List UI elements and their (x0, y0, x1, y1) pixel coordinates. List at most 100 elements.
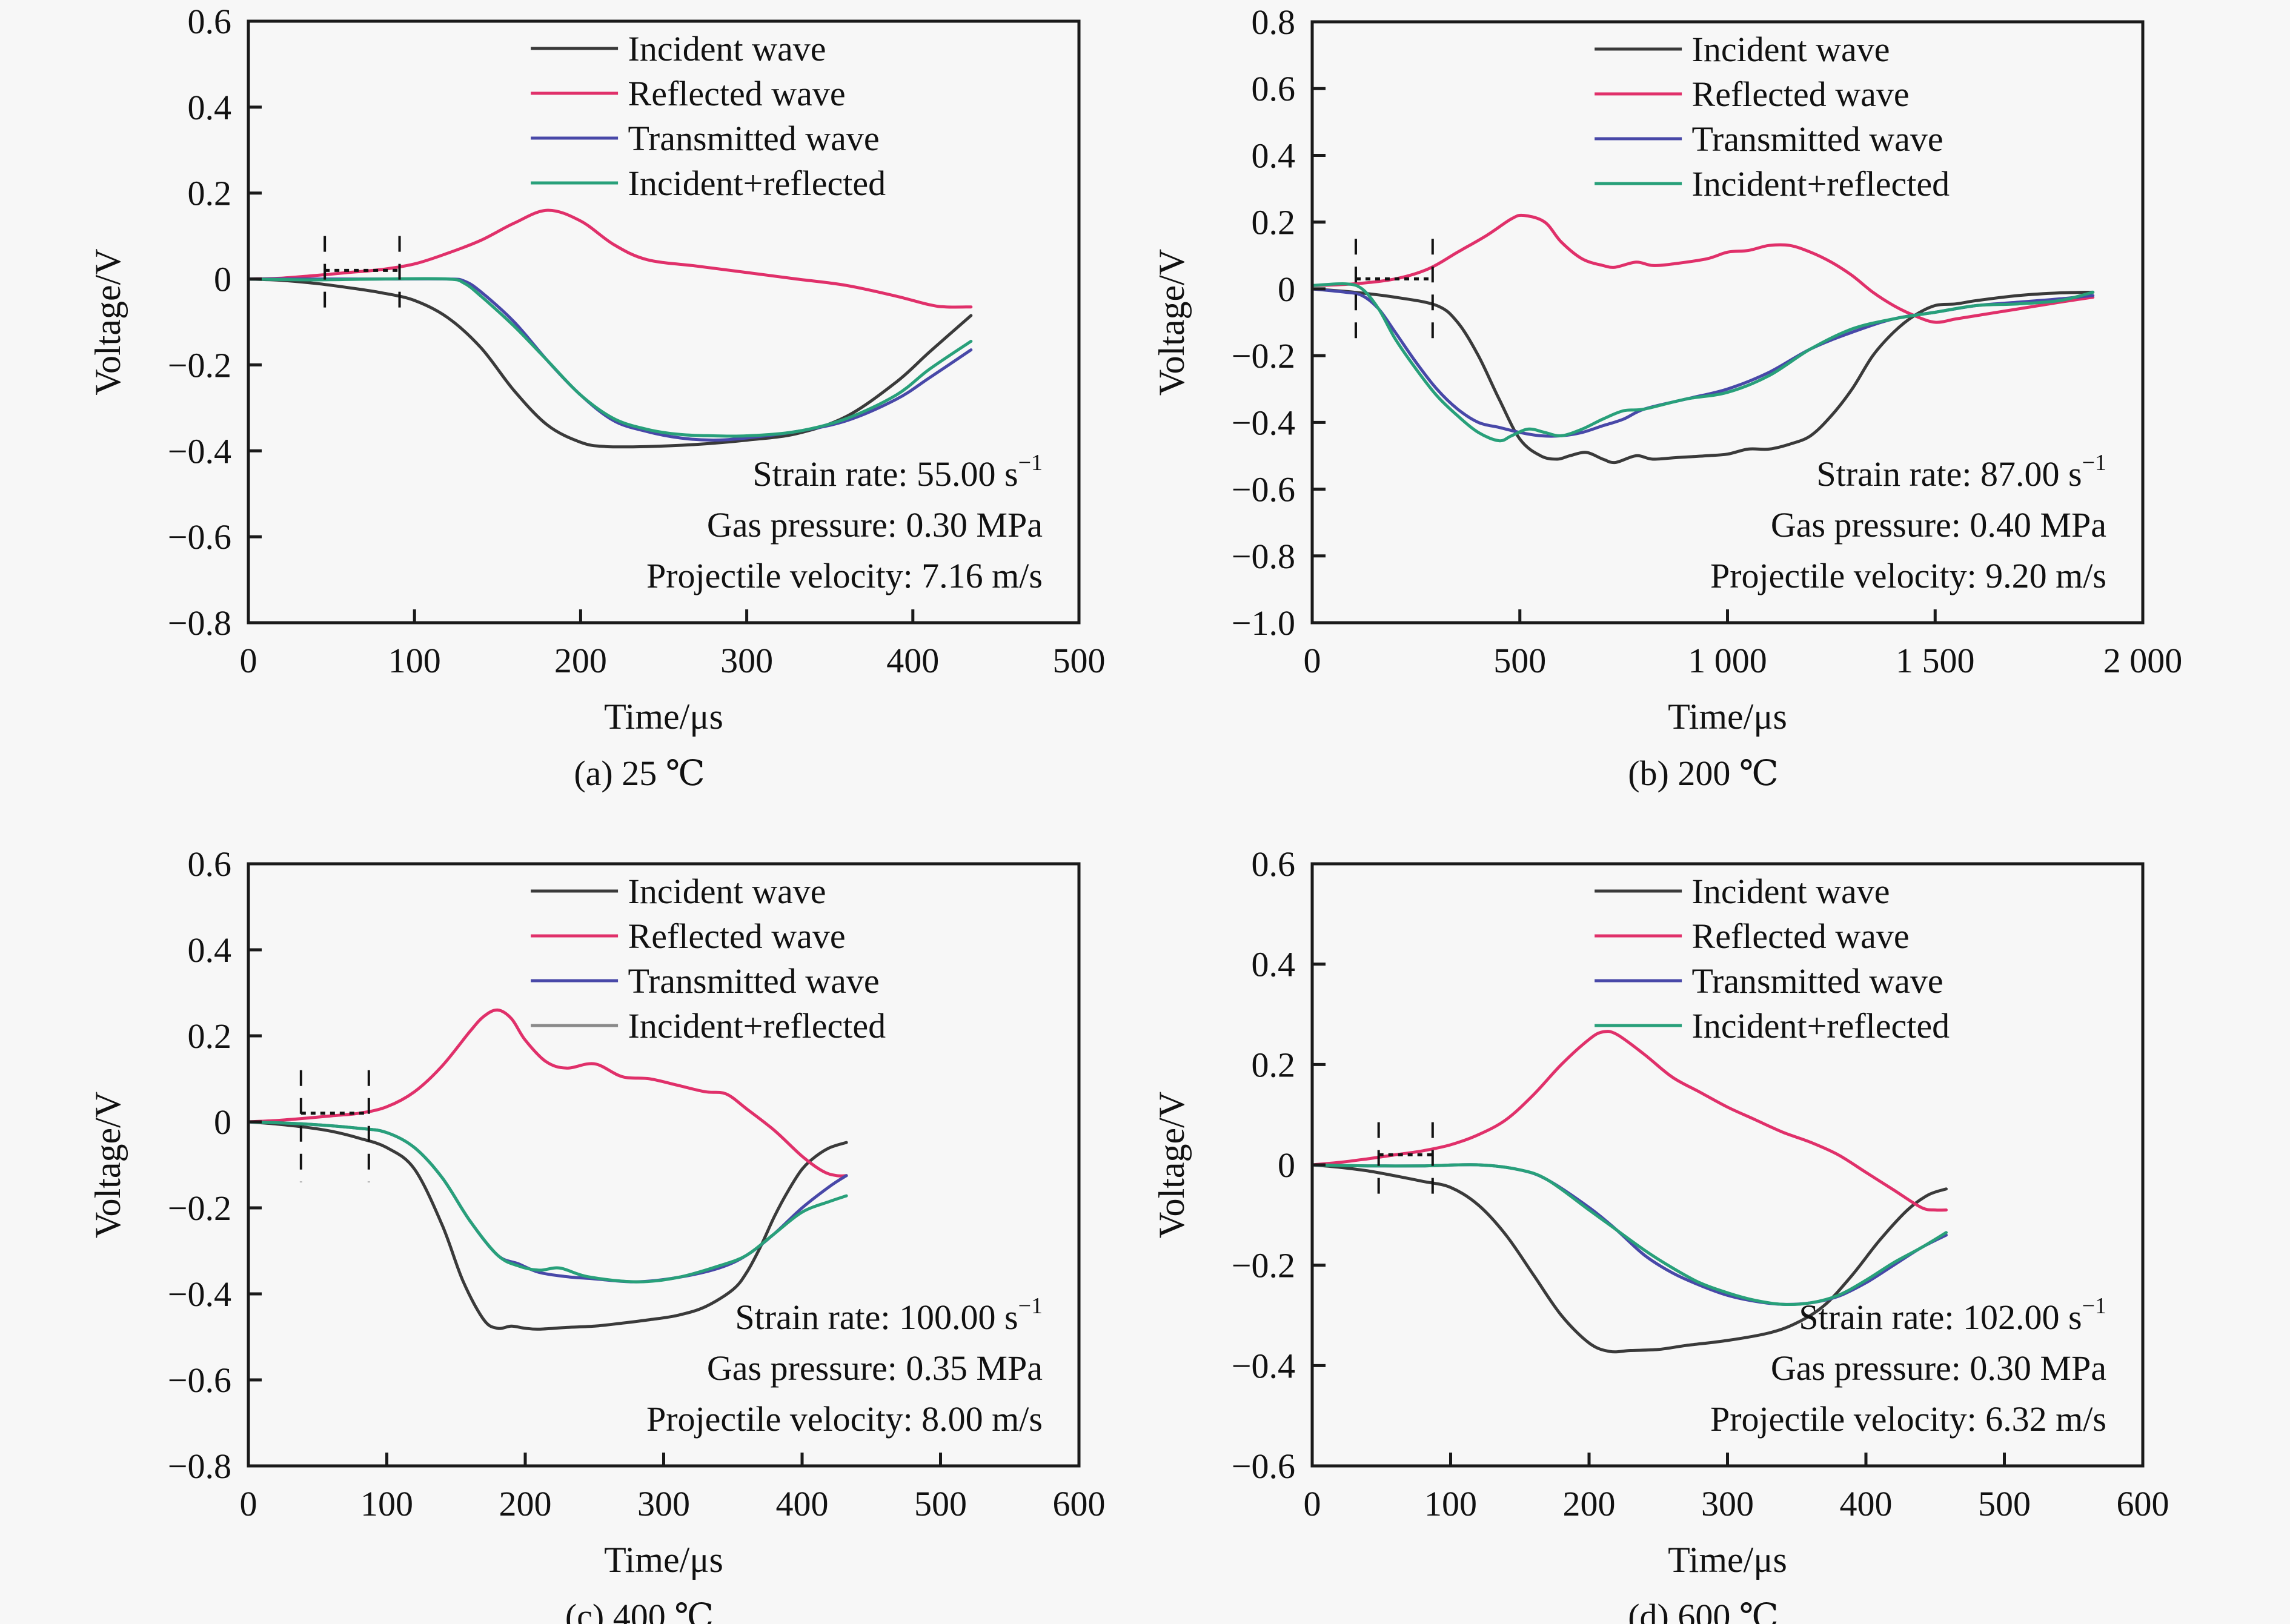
series-layer (1310, 1030, 1948, 1354)
legend-item: Reflected wave (531, 916, 846, 956)
x-axis-title: Time/μs (604, 697, 723, 737)
legend-label: Reflected wave (628, 74, 846, 113)
strain-rate-superscript: −1 (2082, 1293, 2106, 1319)
plot-frame (247, 19, 1081, 625)
strain-rate-superscript: −1 (1018, 1293, 1043, 1319)
annotation-projectile-velocity: Projectile velocity: 7.16 m/s (646, 556, 1043, 595)
annotation-gas-pressure: Gas pressure: 0.30 MPa (1771, 1348, 2106, 1388)
strain-rate-text: Strain rate: 87.00 s (1816, 454, 2082, 494)
y-axis-title: Voltage/V (1152, 1092, 1192, 1238)
annotation-projectile-velocity: Projectile velocity: 9.20 m/s (1710, 556, 2106, 595)
panel-a: 0 100 200 300 400 500 −0.8 −0.6 −0.4 −0.2 0 0.2 0.4 0… (88, 2, 1106, 793)
legend-item: Reflected wave (1595, 75, 1910, 114)
y-tick-label: −0.4 (168, 1274, 231, 1314)
strain-rate-superscript: −1 (1018, 450, 1043, 476)
x-tick-label: 2 000 (2103, 641, 2183, 680)
x-tick-label: 1 000 (1688, 641, 1767, 680)
x-tick-label: 500 (1053, 641, 1106, 680)
y-tick-label: 0.2 (188, 1016, 232, 1056)
legend: Incident wave Reflected wave Transmitted w… (1595, 30, 1950, 204)
y-tick-label: −0.4 (1232, 1346, 1295, 1385)
y-axis-title: Voltage/V (1152, 249, 1192, 396)
ticks-layer: 0 100 200 300 400 500 600 −0.6 −0.4 −0.2 0 0.2 0.4 0.… (1232, 844, 2169, 1523)
y-tick-label: −0.6 (1232, 1447, 1295, 1486)
x-tick-label: 0 (1304, 641, 1321, 680)
markers-layer (1377, 1122, 1434, 1200)
legend-label: Transmitted wave (628, 961, 880, 1001)
y-tick-label: 0.4 (1252, 136, 1296, 175)
y-tick-label: −1.0 (1232, 603, 1295, 643)
legend-item: Incident wave (531, 29, 826, 68)
legend-item: Incident wave (531, 872, 826, 911)
y-tick-label: −0.6 (1232, 470, 1295, 509)
series-line-incident-reflected (247, 277, 973, 438)
legend-item: Transmitted wave (1595, 119, 1943, 159)
legend-label: Incident wave (1692, 872, 1890, 911)
legend: Incident wave Reflected wave Transmitted w… (1595, 872, 1950, 1046)
legend-item: Reflected wave (1595, 916, 1910, 956)
legend-label: Reflected wave (628, 916, 846, 956)
legend-item: Incident+reflected (531, 1006, 886, 1046)
panel-caption: (c) 400 ℃ (565, 1597, 714, 1624)
y-tick-label: −0.2 (168, 1188, 231, 1228)
panel-caption: (d) 600 ℃ (1628, 1597, 1779, 1624)
y-tick-label: −0.8 (168, 1447, 231, 1486)
x-tick-label: 1 500 (1896, 641, 1975, 680)
markers-layer (324, 236, 401, 314)
series-line-incident-wave (247, 1120, 848, 1331)
annotation-strain-rate: Strain rate: 100.00 s−1 (735, 1293, 1043, 1337)
x-tick-label: 0 (1304, 1484, 1321, 1523)
y-tick-label: −0.2 (168, 345, 231, 385)
annotation-strain-rate: Strain rate: 87.00 s−1 (1816, 450, 2106, 494)
y-tick-label: 0.4 (1252, 945, 1296, 984)
y-tick-label: 0.2 (188, 174, 232, 213)
panel-caption: (a) 25 ℃ (574, 754, 705, 793)
annotation-projectile-velocity: Projectile velocity: 6.32 m/s (1710, 1399, 2106, 1439)
y-tick-label: −0.4 (168, 431, 231, 471)
legend-label: Incident wave (628, 872, 826, 911)
x-tick-label: 300 (637, 1484, 690, 1523)
annotation-gas-pressure: Gas pressure: 0.30 MPa (707, 505, 1043, 545)
annotation-gas-pressure: Gas pressure: 0.40 MPa (1771, 505, 2106, 545)
legend-label: Incident+reflected (1692, 164, 1950, 204)
y-tick-label: −0.4 (1232, 403, 1295, 442)
y-tick-label: −0.8 (168, 603, 231, 643)
legend-item: Incident+reflected (1595, 1006, 1950, 1046)
x-tick-label: 600 (2117, 1484, 2169, 1523)
legend: Incident wave Reflected wave Transmitted w… (531, 29, 886, 203)
y-axis-title: Voltage/V (88, 248, 128, 395)
y-tick-label: 0 (1278, 270, 1295, 309)
x-tick-label: 100 (360, 1484, 413, 1523)
legend-item: Incident wave (1595, 872, 1890, 911)
x-axis-title: Time/μs (1668, 697, 1787, 737)
markers-layer (299, 1070, 370, 1182)
y-tick-label: 0.2 (1252, 1045, 1296, 1084)
legend-label: Incident+reflected (1692, 1006, 1950, 1046)
x-tick-label: 400 (1840, 1484, 1893, 1523)
y-tick-label: 0.6 (188, 2, 232, 41)
legend-item: Incident+reflected (1595, 164, 1950, 204)
x-tick-label: 100 (1424, 1484, 1477, 1523)
x-tick-label: 200 (1563, 1484, 1616, 1523)
y-tick-label: 0.8 (1252, 2, 1296, 42)
series-line-incident-wave (247, 277, 973, 449)
x-tick-label: 0 (240, 641, 257, 680)
series-layer (1310, 213, 2095, 465)
x-axis-title: Time/μs (604, 1540, 723, 1580)
legend-label: Incident wave (628, 29, 826, 68)
y-tick-label: −0.2 (1232, 336, 1295, 376)
legend-label: Incident+reflected (628, 164, 886, 203)
x-tick-label: 600 (1053, 1484, 1106, 1523)
strain-rate-text: Strain rate: 55.00 s (752, 454, 1018, 494)
series-line-incident-reflected (247, 1120, 848, 1284)
annotation-strain-rate: Strain rate: 102.00 s−1 (1799, 1293, 2106, 1337)
annotation-gas-pressure: Gas pressure: 0.35 MPa (707, 1348, 1043, 1388)
y-tick-label: −0.2 (1232, 1246, 1295, 1285)
x-tick-label: 0 (240, 1484, 257, 1523)
legend-label: Transmitted wave (1692, 119, 1943, 159)
y-tick-label: 0.6 (1252, 69, 1296, 108)
panel-caption: (b) 200 ℃ (1628, 754, 1779, 793)
legend-label: Reflected wave (1692, 916, 1910, 956)
y-tick-label: 0.6 (1252, 844, 1296, 884)
